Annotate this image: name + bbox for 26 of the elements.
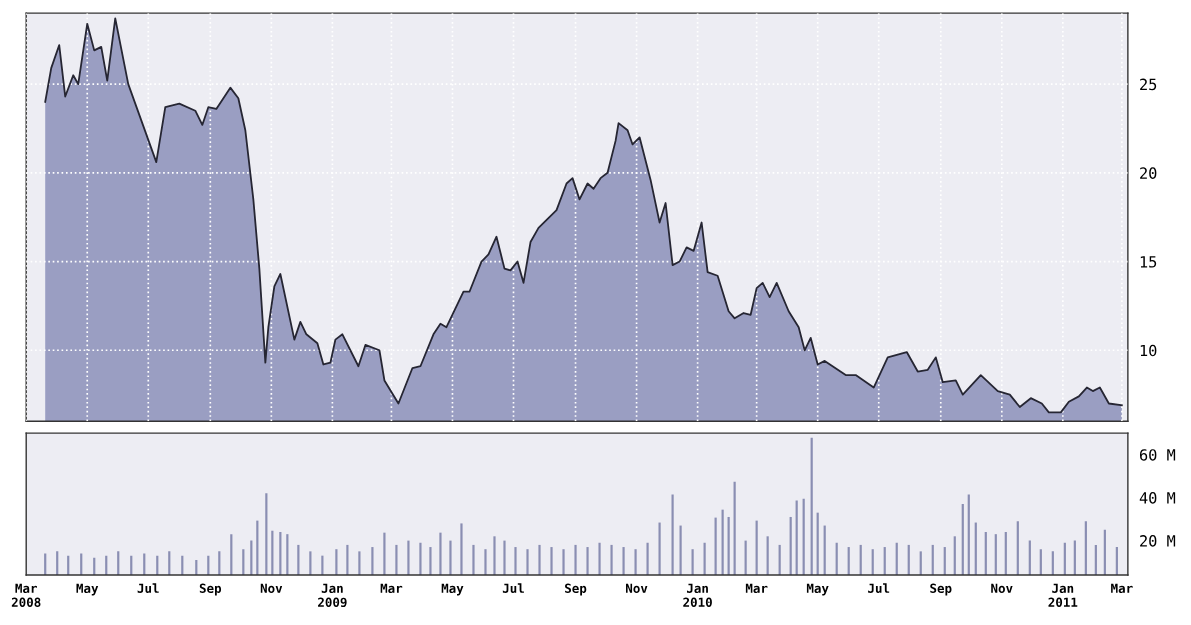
y-tick-label: 60 M <box>1139 449 1176 461</box>
y-tick-label: 15 <box>1140 256 1157 268</box>
x-tick-label: May <box>441 583 464 596</box>
x-tick-label: May <box>806 583 829 596</box>
y-tick-label: 20 M <box>1140 535 1176 547</box>
y-tick-label: 10 <box>1140 344 1157 357</box>
x-tick-label: Mar <box>380 583 403 594</box>
x-tick-label: Nov <box>260 583 283 594</box>
x-tick-label: Nov <box>991 583 1013 594</box>
x-tick-label: Jul <box>868 583 890 594</box>
x-tick-label: Jul <box>502 583 524 594</box>
x-tick-label: Jan 2009 <box>318 583 347 608</box>
x-tick-label: Mar 2008 <box>11 583 41 608</box>
y-tick-label: 40 M <box>1139 492 1176 504</box>
x-tick-label: Sep <box>199 583 222 596</box>
x-tick-label: Mar <box>745 583 768 594</box>
x-tick-label: Jan 2011 <box>1048 583 1078 608</box>
y-tick-label: 25 <box>1140 78 1157 91</box>
x-tick-label: May <box>76 583 99 596</box>
x-tick-label: Sep <box>565 583 587 596</box>
x-tick-label: Mar <box>1111 583 1133 594</box>
x-tick-label: Sep <box>930 583 952 596</box>
y-tick-label: 20 <box>1140 167 1157 179</box>
x-tick-label: Jul <box>137 583 159 594</box>
x-tick-label: Jan 2010 <box>683 583 712 608</box>
x-tick-label: Nov <box>626 583 648 594</box>
